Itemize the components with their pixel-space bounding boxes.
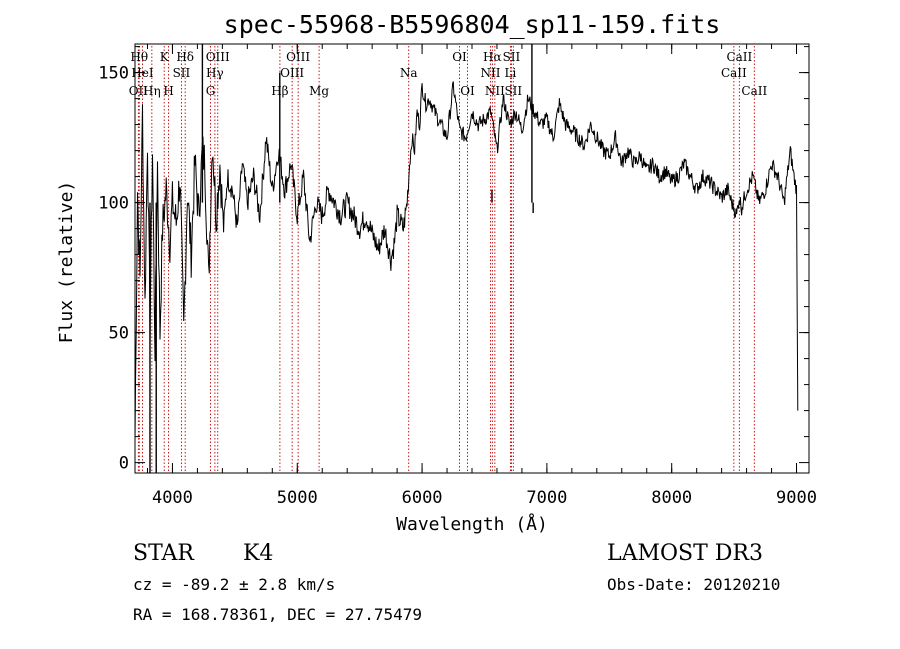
x-tick-label: 9000 xyxy=(776,488,817,508)
line-label: K xyxy=(160,50,170,64)
line-label: OI xyxy=(460,84,475,98)
object-class: STAR xyxy=(133,541,195,566)
x-tick-label: 5000 xyxy=(277,488,318,508)
line-label: OIII xyxy=(286,50,310,64)
line-label: Hη xyxy=(143,84,161,98)
x-axis: 4000 5000 6000 7000 8000 9000 xyxy=(146,44,817,508)
spectrum-line xyxy=(134,81,799,443)
line-label: CaII xyxy=(726,50,752,64)
line-label: OI xyxy=(452,50,467,64)
line-label: NII xyxy=(480,66,500,80)
line-markers xyxy=(137,46,755,473)
line-label: CaII xyxy=(741,84,767,98)
line-label: OII xyxy=(129,84,149,98)
survey-name: LAMOST DR3 xyxy=(607,541,763,566)
line-label: Li xyxy=(505,66,517,80)
y-tick-label: 150 xyxy=(98,64,129,84)
line-label: Mg xyxy=(309,84,329,98)
line-label: Hγ xyxy=(206,66,224,80)
line-label: G xyxy=(206,84,216,98)
spectrum-series xyxy=(134,44,799,473)
y-axis-label: Flux (relative) xyxy=(56,181,77,344)
line-label: OIII xyxy=(280,66,304,80)
y-axis: 0 50 100 150 xyxy=(98,46,809,474)
x-tick-label: 4000 xyxy=(152,488,193,508)
obs-date: Obs-Date: 20120210 xyxy=(607,575,780,594)
y-tick-label: 50 xyxy=(109,324,129,344)
line-label: SII xyxy=(503,50,521,64)
line-label: Hβ xyxy=(271,84,288,98)
y-tick-label: 0 xyxy=(119,454,129,474)
line-label: H xyxy=(163,84,173,98)
line-label: Na xyxy=(400,66,418,80)
coordinates-label: RA = 168.78361, DEC = 27.75479 xyxy=(133,605,422,624)
redshift-label: cz = -89.2 ± 2.8 km/s xyxy=(133,575,335,594)
object-subclass: K4 xyxy=(243,541,273,566)
line-label: CaII xyxy=(721,66,747,80)
line-label: SII xyxy=(173,66,191,80)
line-label: OIII xyxy=(206,50,230,64)
line-label: Hα xyxy=(483,50,502,64)
line-label: SII xyxy=(504,84,522,98)
x-axis-label: Wavelength (Å) xyxy=(396,513,548,535)
line-label: NII xyxy=(485,84,505,98)
x-tick-label: 8000 xyxy=(651,488,692,508)
line-label: Hδ xyxy=(176,50,194,64)
plot-frame xyxy=(134,43,810,474)
x-tick-label: 7000 xyxy=(526,488,567,508)
chart-title: spec-55968-B5596804_sp11-159.fits xyxy=(224,10,721,39)
x-tick-label: 6000 xyxy=(402,488,443,508)
y-tick-label: 100 xyxy=(98,194,129,214)
line-label: Hθ xyxy=(130,50,148,64)
